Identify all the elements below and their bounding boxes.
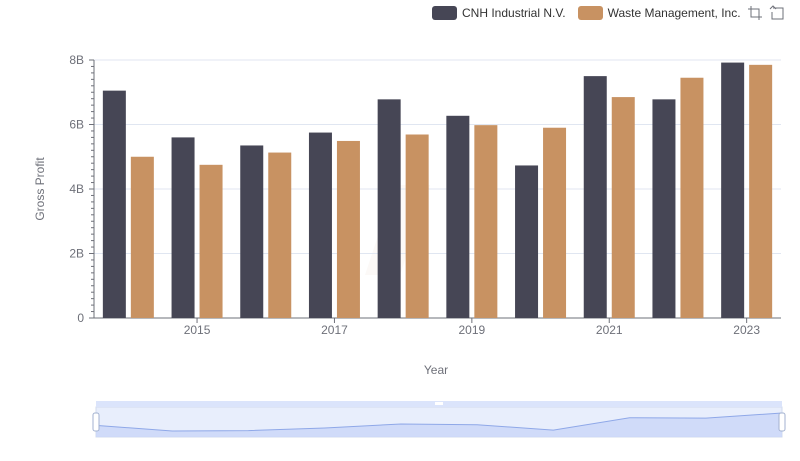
- x-tick-label: 2019: [458, 323, 485, 337]
- bar-cnh-2020: [515, 165, 539, 318]
- bar-waste-management-2021: [611, 97, 635, 319]
- bar-waste-management-2016: [268, 152, 292, 318]
- x-tick-label: 2023: [733, 323, 760, 337]
- bar-waste-management-2018: [405, 134, 429, 318]
- bar-waste-management-2022: [680, 77, 704, 318]
- y-tick-label: 2B: [69, 247, 84, 261]
- legend-item-waste-management[interactable]: Waste Management, Inc.: [577, 6, 741, 20]
- y-tick-label: 4B: [69, 182, 84, 196]
- bar-cnh-2017: [308, 132, 332, 318]
- y-tick-label: 8B: [69, 53, 84, 67]
- x-tick-label: 2017: [321, 323, 348, 337]
- zoom-handle-right[interactable]: [778, 412, 786, 432]
- x-axis-title: Year: [424, 363, 448, 377]
- x-tick-label: 2015: [184, 323, 211, 337]
- zoom-icon[interactable]: [747, 5, 763, 21]
- bar-waste-management-2015: [199, 164, 223, 318]
- y-axis-title: Gross Profit: [33, 157, 47, 221]
- bar-cnh-2018: [377, 99, 401, 318]
- toolbox: [747, 5, 785, 21]
- bar-cnh-2015: [171, 137, 195, 318]
- bar-cnh-2023: [721, 62, 745, 318]
- bar-cnh-2014: [102, 90, 126, 318]
- data-zoom-slider[interactable]: [92, 401, 786, 438]
- legend-label: Waste Management, Inc.: [607, 6, 741, 20]
- zoom-preview-area: [96, 413, 782, 437]
- zoom-preview-line: [95, 412, 783, 432]
- bar-waste-management-2014: [130, 156, 154, 318]
- y-tick-label: 0: [77, 311, 84, 325]
- legend-swatch: [577, 6, 603, 20]
- legend: CNH Industrial N.V. Waste Management, In…: [432, 4, 753, 22]
- zoom-handle-left[interactable]: [92, 412, 100, 432]
- y-tick-label: 6B: [69, 118, 84, 132]
- bar-cnh-2019: [446, 115, 470, 318]
- bar-waste-management-2023: [749, 64, 773, 319]
- legend-item-cnh[interactable]: CNH Industrial N.V.: [432, 6, 566, 20]
- bar-waste-management-2017: [336, 140, 360, 318]
- x-tick-label: 2021: [596, 323, 623, 337]
- restore-icon[interactable]: [769, 5, 785, 21]
- bar-waste-management-2019: [474, 125, 498, 319]
- bar-cnh-2021: [583, 76, 607, 318]
- zoom-move-grip: [435, 402, 443, 405]
- legend-swatch: [432, 6, 457, 20]
- bar-cnh-2016: [240, 145, 264, 318]
- bar-cnh-2022: [652, 99, 676, 318]
- bar-waste-management-2020: [543, 127, 567, 318]
- legend-label: CNH Industrial N.V.: [462, 6, 566, 20]
